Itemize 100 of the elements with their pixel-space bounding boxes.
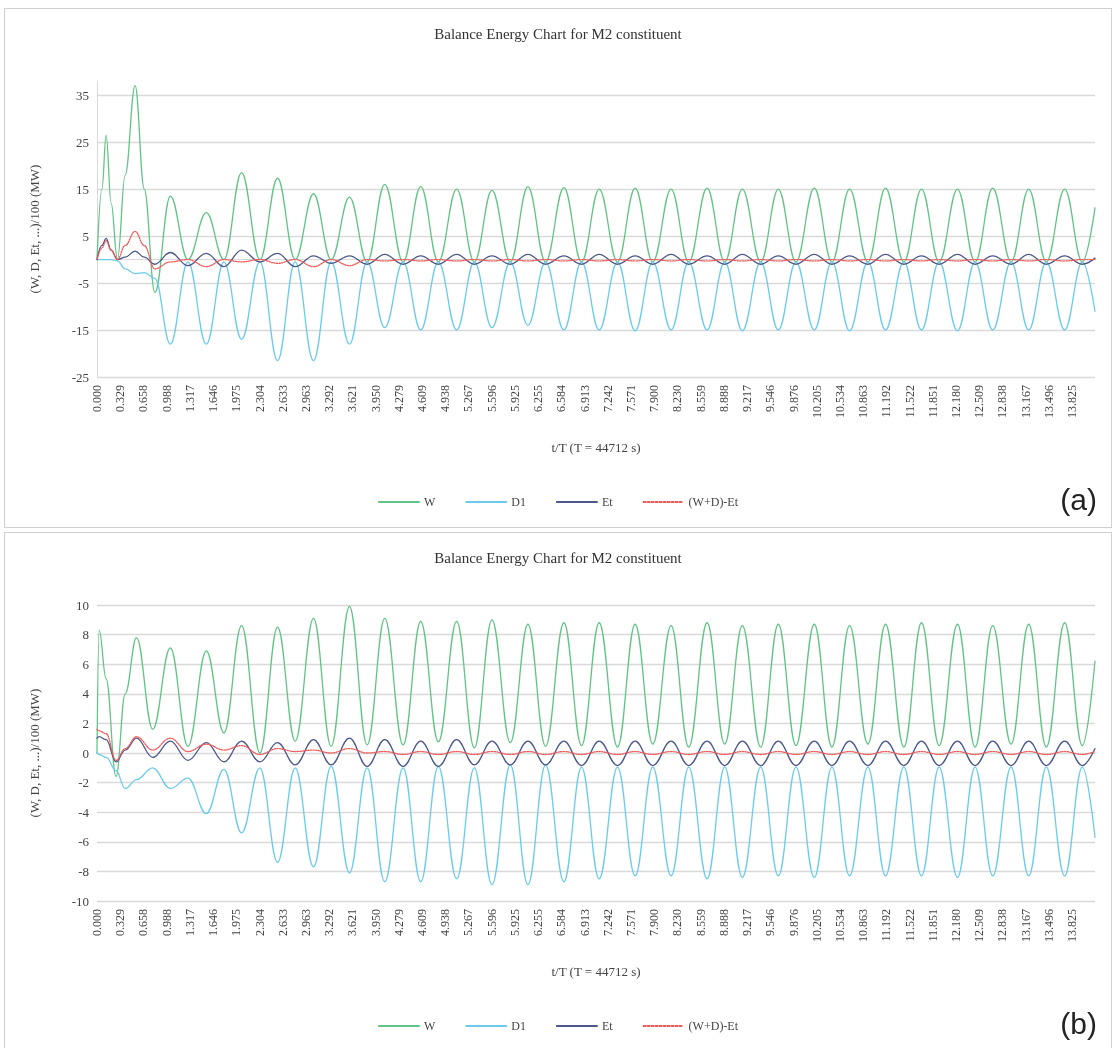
x-tick-label: 5.267 — [461, 909, 476, 936]
x-tick-label: 13.496 — [1041, 909, 1056, 942]
x-tick-label: 8.559 — [693, 385, 708, 412]
legend-label: (W+D)-Et — [688, 1019, 739, 1033]
x-tick-label: 3.292 — [322, 909, 337, 936]
legend-label: Et — [601, 495, 614, 509]
x-axis-title: t/T (T = 44712 s) — [551, 964, 641, 979]
x-tick-label: 6.913 — [577, 385, 592, 412]
x-tick-label: 2.633 — [275, 909, 290, 936]
x-tick-label: 10.205 — [809, 909, 824, 942]
y-tick-label: 4 — [82, 686, 90, 702]
x-tick-label: 6.584 — [554, 909, 569, 936]
x-tick-label: 0.329 — [113, 385, 128, 412]
x-tick-label: 13.496 — [1041, 385, 1056, 418]
x-tick-label: 6.255 — [531, 385, 546, 412]
x-tick-label: 2.304 — [252, 385, 267, 412]
legend-label: D1 — [511, 1019, 526, 1033]
x-tick-label: 9.876 — [786, 909, 801, 936]
x-tick-label: 4.938 — [438, 909, 453, 936]
y-tick-label: -4 — [78, 804, 90, 820]
x-tick-label: 3.621 — [345, 909, 360, 936]
x-tick-label: 6.913 — [577, 909, 592, 936]
x-tick-label: 11.192 — [879, 909, 894, 942]
x-axis-title: t/T (T = 44712 s) — [551, 440, 641, 455]
y-tick-label: -2 — [78, 775, 89, 791]
y-tick-label: 0 — [82, 745, 89, 761]
x-tick-label: 12.180 — [949, 909, 964, 942]
x-tick-label: 1.975 — [229, 909, 244, 936]
x-tick-label: 4.938 — [438, 385, 453, 412]
x-tick-label: 11.522 — [902, 385, 917, 418]
x-tick-label: 10.863 — [856, 909, 871, 942]
x-tick-label: 9.546 — [763, 385, 778, 412]
x-tick-label: 0.000 — [90, 385, 104, 412]
x-tick-label: 11.192 — [879, 385, 894, 418]
y-tick-label: -15 — [71, 322, 89, 338]
x-tick-label: 0.658 — [136, 909, 151, 936]
y-tick-label: 25 — [76, 134, 89, 150]
x-tick-label: 0.658 — [136, 385, 151, 412]
x-tick-label: 10.534 — [832, 909, 847, 942]
line-series — [96, 728, 1096, 762]
x-tick-label: 8.230 — [670, 385, 685, 412]
y-tick-label: -8 — [78, 863, 89, 879]
y-tick-label: 15 — [76, 181, 89, 197]
x-tick-label: 5.267 — [461, 385, 476, 412]
x-tick-label: 4.279 — [391, 385, 406, 412]
x-tick-label: 10.205 — [809, 385, 824, 418]
x-tick-label: 9.546 — [763, 909, 778, 936]
x-tick-label: 6.584 — [554, 385, 569, 412]
x-tick-label: 13.167 — [1018, 385, 1033, 418]
x-tick-label: 1.975 — [229, 385, 244, 412]
x-tick-label: 11.851 — [925, 909, 940, 942]
x-tick-label: 8.230 — [670, 909, 685, 936]
x-tick-label: 12.838 — [995, 909, 1010, 942]
x-tick-label: 1.646 — [206, 385, 221, 412]
x-tick-label: 5.596 — [484, 909, 499, 936]
x-tick-label: 12.838 — [995, 385, 1010, 418]
line-series — [96, 258, 1096, 362]
x-tick-label: 4.609 — [415, 909, 430, 936]
x-tick-label: 7.242 — [600, 385, 615, 412]
x-tick-label: 8.888 — [716, 385, 731, 412]
x-tick-label: 1.317 — [182, 909, 197, 936]
x-tick-label: 0.000 — [90, 909, 104, 936]
x-tick-label: 4.279 — [391, 909, 406, 936]
y-tick-label: -10 — [71, 893, 89, 909]
x-tick-label: 6.255 — [531, 909, 546, 936]
y-tick-label: -6 — [78, 834, 90, 850]
x-tick-label: 0.329 — [113, 909, 128, 936]
y-tick-label: 6 — [82, 656, 90, 672]
x-tick-label: 0.988 — [159, 909, 174, 936]
line-series — [96, 230, 1096, 270]
text: (b) — [1060, 1007, 1097, 1041]
x-tick-label: 2.633 — [275, 385, 290, 412]
x-tick-label: 12.180 — [949, 385, 964, 418]
x-tick-label: 7.900 — [647, 909, 662, 936]
x-tick-label: 2.963 — [298, 909, 313, 936]
x-tick-label: 9.217 — [740, 909, 755, 936]
x-tick-label: 5.925 — [507, 909, 522, 936]
x-tick-label: 8.888 — [716, 909, 731, 936]
legend-label: D1 — [511, 495, 526, 509]
x-tick-label: 9.217 — [740, 385, 755, 412]
y-tick-label: -25 — [71, 369, 89, 385]
x-tick-label: 9.876 — [786, 385, 801, 412]
x-tick-label: 7.242 — [600, 909, 615, 936]
y-tick-label: -5 — [78, 275, 89, 291]
chart-title: Balance Energy Chart for M2 constituent — [434, 25, 683, 42]
y-axis-title: (W, D, Et, ...)/100 (MW) — [27, 688, 42, 818]
chart-title: Balance Energy Chart for M2 constituent — [434, 549, 683, 566]
x-tick-label: 13.825 — [1065, 909, 1080, 942]
x-tick-label: 2.963 — [298, 385, 313, 412]
x-tick-label: 5.596 — [484, 385, 499, 412]
y-axis-title: (W, D, Et, ...)/100 (MW) — [27, 164, 42, 294]
legend-label: W — [423, 495, 436, 509]
x-tick-label: 12.509 — [972, 909, 987, 942]
legend-label: Et — [601, 1019, 614, 1033]
legend-label: (W+D)-Et — [688, 495, 739, 509]
legend-label: W — [423, 1019, 436, 1033]
line-series — [96, 752, 1096, 886]
x-tick-label: 11.851 — [925, 385, 940, 418]
line-series — [96, 237, 1096, 268]
x-tick-label: 0.988 — [159, 385, 174, 412]
